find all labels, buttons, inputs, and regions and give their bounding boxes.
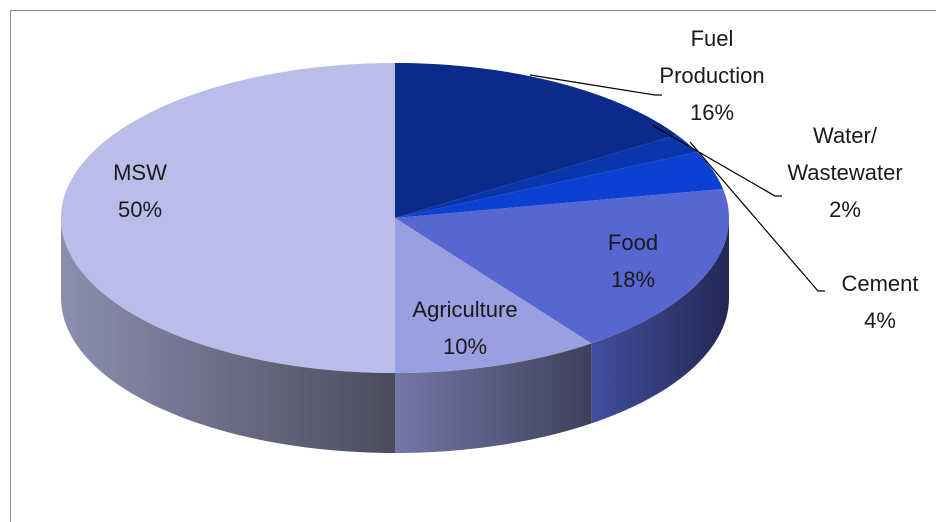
slice-top [61, 63, 395, 373]
leader-line [529, 74, 662, 96]
value-label: 50% [117, 197, 163, 222]
data-label: Fuel Production 16% [647, 20, 777, 131]
category-label: Food [607, 230, 659, 255]
data-label: Water/ Wastewater 2% [775, 117, 915, 228]
slice-top [395, 188, 729, 344]
slice-side [395, 343, 592, 453]
category-label: Agriculture [412, 297, 518, 322]
value-label: 10% [442, 334, 488, 359]
data-label: Agriculture 10% [390, 291, 540, 365]
value-label: 16% [689, 100, 735, 125]
leader-line [651, 124, 782, 197]
slice-top [395, 134, 698, 218]
value-label: 2% [829, 197, 861, 222]
slice-side [591, 218, 729, 424]
category-label: Cement [841, 271, 919, 296]
slice-top [395, 218, 592, 373]
category-label: MSW [113, 160, 167, 185]
data-label: Cement 4% [825, 265, 935, 339]
category-label: Water/ Wastewater [787, 123, 903, 185]
data-label: Food 18% [573, 224, 693, 298]
slice [395, 218, 592, 453]
data-label: MSW 50% [90, 154, 190, 228]
slice-side [61, 218, 395, 453]
value-label: 4% [864, 308, 896, 333]
slice [395, 188, 729, 424]
slice-top [395, 63, 678, 218]
slice [61, 63, 395, 453]
slice [395, 134, 698, 218]
slice [395, 63, 678, 218]
value-label: 18% [610, 267, 656, 292]
category-label: Fuel Production [659, 26, 765, 88]
slice [395, 152, 724, 218]
leader-line [689, 141, 825, 292]
slice-top [395, 152, 724, 218]
